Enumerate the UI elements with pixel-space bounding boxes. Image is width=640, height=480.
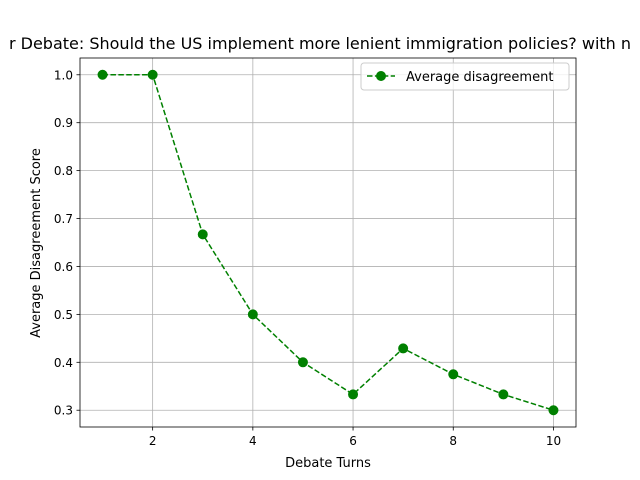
data-point bbox=[297, 357, 308, 368]
data-point bbox=[398, 343, 409, 354]
y-tick-label: 0.9 bbox=[54, 116, 73, 130]
legend: Average disagreement bbox=[360, 62, 570, 91]
y-tick-label: 0.8 bbox=[54, 164, 73, 178]
y-tick-label: 0.4 bbox=[54, 356, 73, 370]
x-tick-label: 8 bbox=[449, 434, 457, 448]
y-tick-label: 0.3 bbox=[54, 404, 73, 418]
y-tick-label: 1.0 bbox=[54, 68, 73, 82]
plot-frame bbox=[79, 57, 577, 428]
x-tick-label: 2 bbox=[149, 434, 157, 448]
y-tick-label: 0.6 bbox=[54, 260, 73, 274]
x-tick-label: 10 bbox=[546, 434, 561, 448]
y-tick-label: 0.7 bbox=[54, 212, 73, 226]
data-point bbox=[448, 369, 459, 380]
data-point bbox=[197, 229, 208, 240]
data-point bbox=[348, 389, 359, 400]
data-point bbox=[498, 389, 509, 400]
chart-title: r Debate: Should the US implement more l… bbox=[9, 34, 631, 53]
ticks: 2 4 6 8 10 0.3 0.4 0.5 0.6 0.7 0.8 0.9 1.0 bbox=[54, 68, 561, 448]
data-point bbox=[97, 69, 108, 80]
series-line bbox=[102, 74, 554, 411]
x-axis-label: Debate Turns bbox=[285, 456, 371, 471]
x-tick-label: 4 bbox=[249, 434, 257, 448]
legend-frame bbox=[360, 62, 570, 91]
y-tick-label: 0.5 bbox=[54, 308, 73, 322]
y-axis-label: Average Disagreement Score bbox=[29, 148, 44, 338]
data-point bbox=[247, 309, 258, 320]
legend-entry-label: Average disagreement bbox=[406, 70, 553, 85]
grid bbox=[80, 58, 576, 427]
data-point bbox=[548, 405, 559, 416]
series-layer bbox=[97, 69, 559, 416]
x-tick-label: 6 bbox=[349, 434, 357, 448]
legend-marker-sample bbox=[376, 71, 386, 81]
data-point bbox=[147, 69, 158, 80]
